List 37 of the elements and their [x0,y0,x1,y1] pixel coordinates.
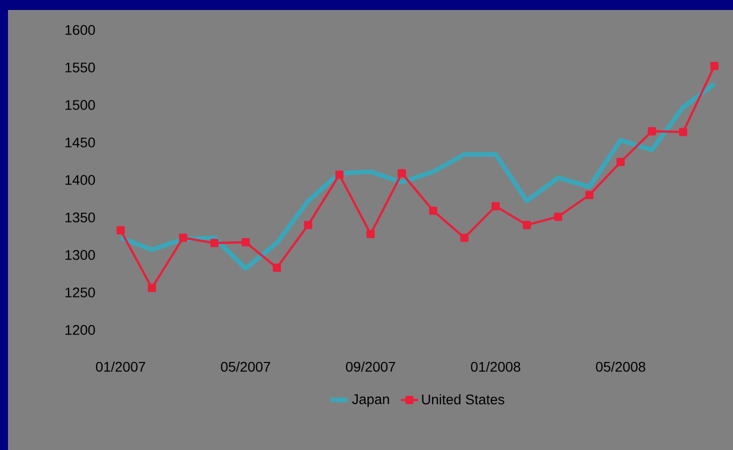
point [116,226,125,234]
y-tick-label: 1250 [66,288,95,298]
y-tick-label: 1450 [66,138,95,148]
y-tick-label: 1550 [66,62,95,72]
legend-label: United States [422,394,504,404]
y-tick-label: 1400 [66,175,95,185]
legend-label: Japan [352,394,389,407]
point [460,234,468,242]
point [335,170,344,179]
x-tick-label: 05/2007 [220,362,270,372]
point [179,234,188,242]
y-tick-label: 1300 [66,250,95,260]
x-tick-label: 01/2007 [96,362,146,372]
y-tick-label: 1500 [66,100,95,110]
point [554,212,562,221]
point [210,238,218,248]
point [616,158,625,166]
x-tick-label: 01/2008 [470,362,520,372]
point [272,264,281,272]
y-tick-label: 1200 [66,325,95,335]
line-series [118,82,717,271]
point [648,127,656,136]
y-tick-label: 1600 [66,25,95,35]
point [366,230,375,238]
point [492,202,500,210]
point [398,169,406,178]
point [585,190,594,200]
point [304,220,312,230]
x-tick-label: 09/2007 [346,362,396,372]
point [429,206,438,215]
point [710,62,718,70]
x-tick-label: 05/2008 [596,362,646,372]
point [679,128,688,136]
y-tick-label: 1350 [66,212,95,222]
point [148,284,156,292]
point [522,220,531,230]
point [242,238,250,246]
